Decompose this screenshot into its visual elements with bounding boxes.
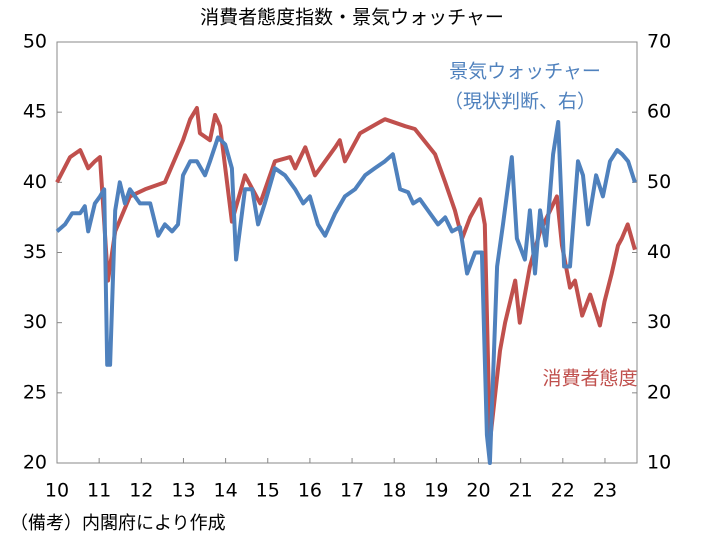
y-tick-label: 35 — [23, 241, 47, 263]
x-tick-label: 16 — [298, 480, 322, 502]
x-tick-label: 12 — [129, 480, 153, 502]
x-tick-label: 14 — [214, 480, 238, 502]
series-label: 景気ウォッチャー — [449, 61, 601, 83]
y-tick-label: 40 — [23, 171, 47, 193]
y-tick-label: 25 — [23, 381, 47, 403]
x-tick-label: 20 — [466, 480, 490, 502]
y-tick-label: 45 — [23, 101, 47, 123]
x-tick-label: 17 — [340, 480, 364, 502]
x-tick-label: 23 — [593, 480, 617, 502]
x-tick-label: 10 — [45, 480, 69, 502]
y-tick-label: 20 — [23, 452, 47, 474]
x-tick-label: 22 — [551, 480, 575, 502]
y2-tick-label: 40 — [647, 241, 671, 263]
line-series — [55, 120, 637, 465]
y2-tick-label: 50 — [647, 171, 671, 193]
y2-tick-label: 60 — [647, 101, 671, 123]
x-tick-label: 18 — [382, 480, 406, 502]
series-label: 消費者態度 — [542, 368, 637, 390]
y2-tick-label: 20 — [647, 381, 671, 403]
x-tick-label: 15 — [256, 480, 280, 502]
series-sublabel: （現状判断、右） — [444, 91, 596, 113]
line-series — [55, 106, 637, 444]
note: （備考）内閣府により作成 — [10, 513, 226, 534]
x-tick-label: 21 — [509, 480, 533, 502]
x-tick-label: 11 — [87, 480, 111, 502]
y2-tick-label: 70 — [647, 31, 671, 53]
y2-tick-label: 10 — [647, 452, 671, 474]
y2-tick-label: 30 — [647, 311, 671, 333]
x-tick-label: 19 — [424, 480, 448, 502]
y-tick-label: 50 — [23, 31, 47, 53]
y-tick-label: 30 — [23, 311, 47, 333]
x-tick-label: 13 — [171, 480, 195, 502]
chart-title: 消費者態度指数・景気ウォッチャー — [200, 7, 504, 29]
